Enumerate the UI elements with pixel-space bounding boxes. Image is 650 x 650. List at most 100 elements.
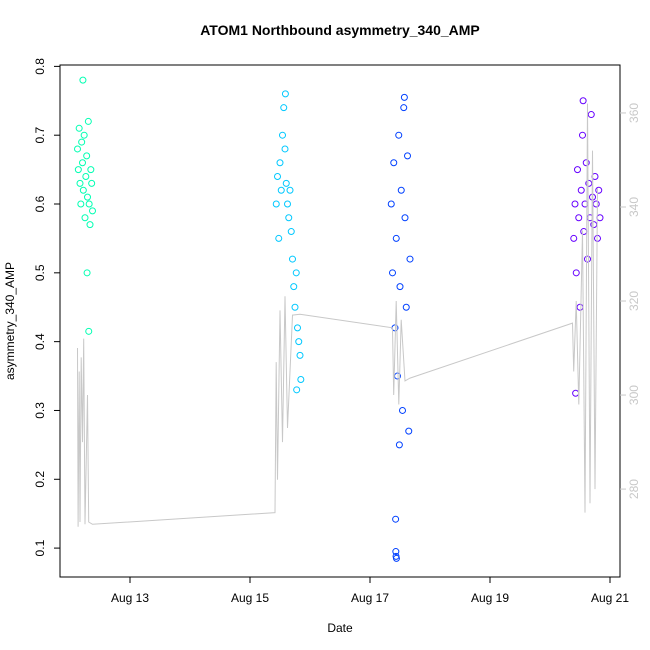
point — [587, 111, 595, 119]
x-tick-label: Aug 21 — [591, 591, 629, 605]
point — [85, 200, 93, 208]
point — [88, 179, 96, 187]
y-tick-label: 0.5 — [33, 264, 47, 281]
point — [399, 406, 406, 414]
y-tick-label: 0.3 — [33, 402, 47, 419]
point — [79, 186, 87, 194]
point — [89, 207, 96, 215]
point — [76, 179, 84, 187]
point — [392, 554, 400, 562]
point — [79, 159, 86, 167]
point — [395, 441, 403, 449]
y-tick-label: 0.8 — [33, 58, 47, 75]
x-tick-label: Aug 19 — [471, 591, 509, 605]
x-tick-label: Aug 13 — [111, 591, 149, 605]
point — [87, 166, 95, 174]
point — [289, 255, 296, 263]
point — [392, 548, 400, 556]
x-tick-label: Aug 15 — [231, 591, 269, 605]
y-tick-label: 0.4 — [33, 333, 47, 350]
y2-tick-label: 360 — [627, 103, 641, 123]
point — [272, 200, 280, 208]
point — [595, 186, 603, 194]
point — [293, 386, 301, 394]
point — [291, 303, 299, 311]
point — [292, 269, 300, 277]
y-axis-label: asymmetry_340_AMP — [3, 262, 17, 380]
point — [85, 327, 93, 335]
x-tick-label: Aug 17 — [351, 591, 389, 605]
point — [281, 90, 289, 98]
point — [392, 515, 400, 523]
plot-frame — [59, 64, 621, 578]
point — [584, 255, 591, 263]
point — [81, 214, 89, 222]
point — [571, 200, 579, 208]
point — [406, 255, 414, 263]
point — [274, 172, 281, 180]
point — [80, 131, 88, 139]
point — [585, 179, 593, 187]
point — [395, 131, 403, 139]
point — [572, 269, 580, 277]
y-tick-label: 0.6 — [33, 195, 47, 212]
point — [79, 76, 87, 84]
point — [277, 186, 285, 194]
point — [575, 214, 583, 222]
point — [387, 200, 395, 208]
point — [389, 269, 396, 277]
y-tick-label: 0.2 — [33, 471, 47, 488]
x-axis-label: Date — [327, 621, 353, 635]
point — [78, 138, 86, 146]
y2-tick-label: 300 — [627, 385, 641, 405]
point — [84, 117, 92, 125]
point — [405, 427, 413, 435]
point — [83, 152, 91, 160]
point — [279, 131, 286, 139]
y2-tick-label: 280 — [627, 479, 641, 499]
line-series — [77, 103, 598, 527]
point — [286, 186, 294, 194]
y2-tick-label: 340 — [627, 197, 641, 217]
point — [77, 200, 85, 208]
chart-title: ATOM1 Northbound asymmetry_340_AMP — [200, 22, 480, 38]
point — [275, 234, 283, 242]
point — [574, 166, 581, 174]
point — [276, 159, 284, 167]
point — [294, 324, 301, 332]
point — [390, 159, 398, 167]
point — [570, 234, 578, 242]
point — [401, 214, 409, 222]
point — [290, 283, 298, 291]
point — [84, 193, 91, 201]
point — [74, 166, 82, 174]
point — [74, 145, 81, 153]
y-tick-label: 0.7 — [33, 127, 47, 144]
point — [295, 338, 303, 346]
point — [582, 159, 590, 167]
point — [400, 93, 408, 101]
point — [392, 234, 400, 242]
point — [75, 124, 83, 132]
point — [285, 214, 293, 222]
point — [83, 269, 91, 277]
point — [284, 200, 291, 208]
point — [579, 131, 586, 139]
point — [396, 283, 404, 291]
point — [86, 221, 94, 229]
point — [282, 179, 290, 187]
point — [287, 228, 295, 236]
point — [577, 186, 585, 194]
point — [397, 186, 405, 194]
point — [280, 104, 288, 112]
point — [281, 145, 289, 153]
y2-tick-label: 320 — [627, 291, 641, 311]
point — [296, 351, 304, 359]
point — [400, 104, 408, 112]
y-tick-label: 0.1 — [33, 539, 47, 556]
point — [297, 375, 305, 383]
point — [579, 97, 587, 105]
point — [404, 152, 411, 160]
